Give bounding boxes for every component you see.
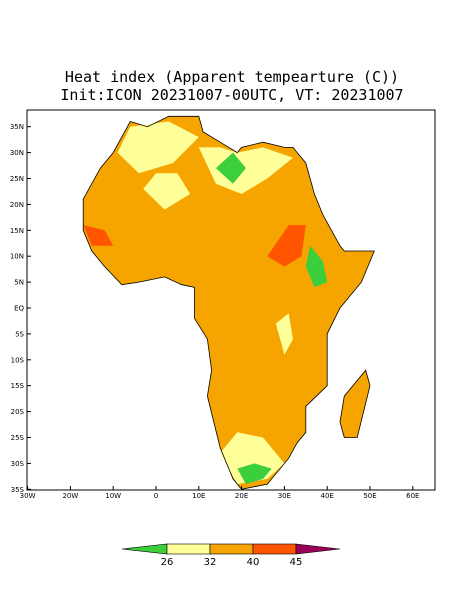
lat-tick-label: 35S xyxy=(11,486,25,494)
title: Heat index (Apparent tempearture (C)) xyxy=(65,68,399,86)
colorbar-segment xyxy=(166,543,211,555)
lon-tick-label: 30W xyxy=(20,492,36,500)
map-area xyxy=(82,115,375,490)
lat-tick-label: 20S xyxy=(11,408,25,416)
region-green xyxy=(237,463,272,485)
land xyxy=(83,116,375,490)
lat-tick-label: 25S xyxy=(11,434,25,442)
lat-tick-label: 35N xyxy=(10,123,24,131)
lat-tick-label: 30N xyxy=(10,149,24,157)
lon-tick-label: 50E xyxy=(363,492,376,500)
region-green xyxy=(215,152,246,184)
region-yellow xyxy=(275,313,293,355)
colorbar-label: 32 xyxy=(204,557,217,568)
lat-tick-label: 30S xyxy=(11,460,25,468)
lat-tick-label: 20N xyxy=(10,201,24,209)
colorbar-label: 40 xyxy=(247,557,260,568)
colorbar-label: 45 xyxy=(290,557,303,568)
lat-tick-label: 5S xyxy=(15,330,24,338)
lat-tick-label: 5N xyxy=(14,279,24,287)
lat-tick-label: 15N xyxy=(10,227,24,235)
madagascar xyxy=(339,369,371,438)
lon-tick-label: 30E xyxy=(278,492,291,500)
lat-tick-label: EQ xyxy=(14,305,24,313)
lat-tick-label: 10S xyxy=(11,356,25,364)
colorbar-segment xyxy=(252,543,297,555)
lon-tick-label: 40E xyxy=(321,492,334,500)
lon-tick-label: 0 xyxy=(154,492,158,500)
colorbar-segment xyxy=(209,543,254,555)
coastline xyxy=(82,115,375,490)
lon-tick-label: 60E xyxy=(406,492,419,500)
region-yellow xyxy=(143,173,191,210)
lon-tick-label: 10E xyxy=(192,492,205,500)
lon-tick-label: 20E xyxy=(235,492,248,500)
lat-tick-label: 15S xyxy=(11,382,25,390)
lat-tick-label: 25N xyxy=(10,175,24,183)
region-green xyxy=(305,245,328,288)
region-red xyxy=(267,225,306,267)
lon-tick-label: 10W xyxy=(105,492,121,500)
colorbar-low xyxy=(121,543,168,555)
colorbar-label: 26 xyxy=(161,557,174,568)
subtitle: Init:ICON 20231007-00UTC, VT: 20231007 xyxy=(60,86,403,104)
lat-tick-label: 10N xyxy=(10,253,24,261)
colorbar: 26 32 40 45 xyxy=(121,543,341,568)
region-yellow xyxy=(117,121,199,174)
colorbar-high xyxy=(295,543,341,555)
lon-tick-label: 20W xyxy=(62,492,78,500)
map-frame xyxy=(26,109,436,491)
region-red xyxy=(83,225,114,246)
region-yellow xyxy=(198,147,293,194)
